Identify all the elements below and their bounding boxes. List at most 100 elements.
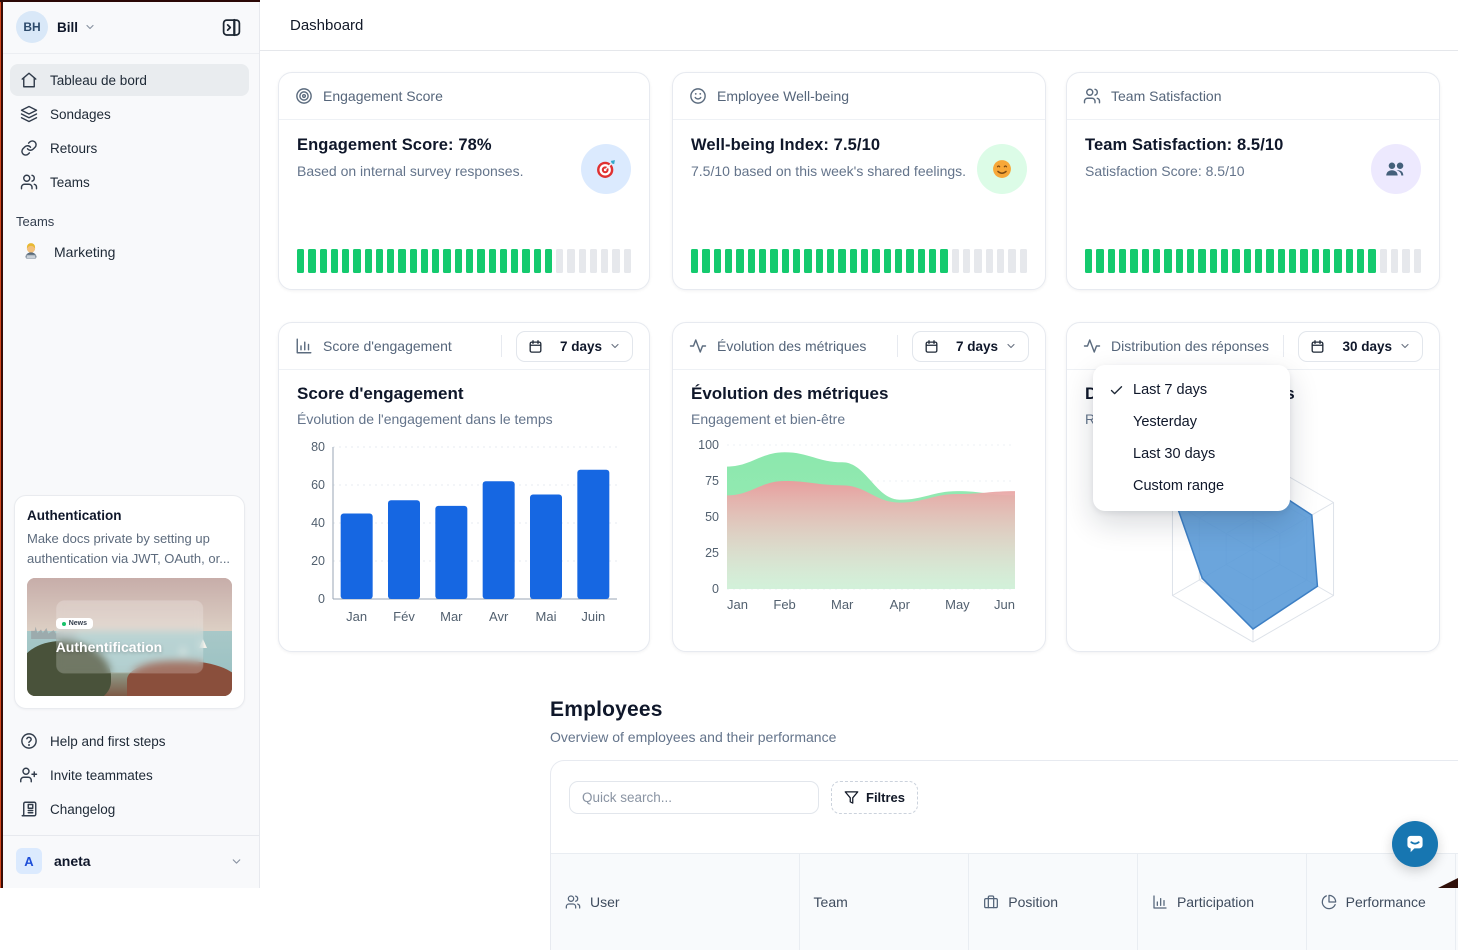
topbar: Dashboard <box>260 0 1458 51</box>
team-label: Marketing <box>54 244 115 260</box>
sidebar-item-tableau-de-bord[interactable]: Tableau de bord <box>10 64 249 96</box>
menu-item-label: Yesterday <box>1133 414 1197 430</box>
svg-text:40: 40 <box>311 516 325 530</box>
filter-icon <box>844 790 859 805</box>
link-icon <box>20 139 38 157</box>
svg-text:80: 80 <box>311 440 325 454</box>
employees-table-card: Filtres User Team Position Participation Per… <box>550 760 1458 950</box>
date-range-menu: Last 7 days Yesterday Last 30 days Custom r… <box>1093 365 1290 511</box>
account-name: aneta <box>54 853 91 869</box>
menu-item-custom-range[interactable]: Custom range <box>1093 470 1290 502</box>
sidebar-item-sondages[interactable]: Sondages <box>10 98 249 130</box>
progress-bar <box>691 249 1027 273</box>
column-label: Participation <box>1177 894 1254 910</box>
progress-bar <box>1085 249 1421 273</box>
chat-bubble-icon <box>1402 831 1428 857</box>
stat-card-header: Team Satisfaction <box>1111 88 1222 104</box>
menu-item-label: Last 30 days <box>1133 446 1215 462</box>
column-label: Team <box>814 894 848 910</box>
sidebar: BH Bill Tableau de bord Sondages Retours Te… <box>0 0 260 888</box>
svg-text:20: 20 <box>311 554 325 568</box>
menu-item-label: Last 7 days <box>1133 382 1207 398</box>
date-range-button[interactable]: 7 days <box>912 331 1029 362</box>
promo-card-authentication[interactable]: Authentication Make docs private by sett… <box>14 495 245 709</box>
svg-text:Mar: Mar <box>831 597 854 612</box>
promo-body: Make docs private by setting up authenti… <box>27 529 232 568</box>
table-header-row: User Team Position Participation Performance… <box>551 853 1458 950</box>
filters-button[interactable]: Filtres <box>831 781 918 814</box>
sidebar-item-teams[interactable]: Teams <box>10 166 249 198</box>
column-header-team[interactable]: Team <box>799 854 969 950</box>
pie-chart-icon <box>1321 894 1337 910</box>
svg-text:Mai: Mai <box>536 609 557 624</box>
activity-icon <box>689 337 707 355</box>
menu-item-last-30-days[interactable]: Last 30 days <box>1093 438 1290 470</box>
sidebar-item-retours[interactable]: Retours <box>10 132 249 164</box>
collapse-sidebar-button[interactable] <box>217 13 245 41</box>
news-badge: News <box>56 618 93 629</box>
svg-text:Jan: Jan <box>346 609 367 624</box>
menu-item-yesterday[interactable]: Yesterday <box>1093 406 1290 438</box>
menu-item-last-7-days[interactable]: Last 7 days <box>1093 374 1290 406</box>
chat-launcher-button[interactable] <box>1392 821 1438 867</box>
chart-title: Score d'engagement <box>297 384 631 404</box>
svg-text:Mar: Mar <box>440 609 463 624</box>
employees-subtitle: Overview of employees and their performa… <box>550 729 836 745</box>
svg-text:25: 25 <box>705 546 719 560</box>
calendar-icon <box>1310 339 1325 354</box>
sidebar-nav: Tableau de bord Sondages Retours Teams <box>0 54 259 200</box>
sidebar-item-invite-teammates[interactable]: Invite teammates <box>10 759 249 791</box>
promo-image-caption: Authentification <box>56 639 163 655</box>
svg-text:0: 0 <box>318 592 325 606</box>
column-label: User <box>590 894 620 910</box>
svg-text:Fév: Fév <box>393 609 415 624</box>
menu-item-label: Custom range <box>1133 478 1224 494</box>
svg-text:Avr: Avr <box>489 609 509 624</box>
calendar-icon <box>924 339 939 354</box>
svg-text:Jan: Jan <box>727 597 748 612</box>
users-icon <box>1083 87 1101 105</box>
sidebar-item-label: Tableau de bord <box>50 73 147 88</box>
chart-subtitle: Évolution de l'engagement dans le temps <box>297 411 631 427</box>
date-range-label: 7 days <box>956 339 998 354</box>
column-header-user[interactable]: User <box>551 854 799 950</box>
column-label: Performance <box>1346 894 1426 910</box>
chart-title: Évolution des métriques <box>691 384 1027 404</box>
date-range-button[interactable]: 7 days <box>516 331 633 362</box>
stat-title: Well-being Index: 7.5/10 <box>691 136 1027 155</box>
stat-card-2: Employee Well-being Well-being Index: 7.5… <box>672 72 1046 290</box>
svg-text:0: 0 <box>712 582 719 596</box>
users-icon <box>565 894 581 910</box>
column-header-participation[interactable]: Participation <box>1137 854 1306 950</box>
busts-badge <box>1371 144 1421 194</box>
layers-icon <box>20 105 38 123</box>
sidebar-item-help-and-first-steps[interactable]: Help and first steps <box>10 725 249 757</box>
sidebar-item-changelog[interactable]: Changelog <box>10 793 249 825</box>
svg-text:Jun: Jun <box>994 597 1015 612</box>
progress-bar <box>297 249 631 273</box>
account-switcher[interactable]: A aneta <box>0 835 259 888</box>
sidebar-team-marketing[interactable]: Marketing <box>0 235 259 269</box>
stat-card-header: Employee Well-being <box>717 88 849 104</box>
promo-image: News Authentification <box>27 578 232 696</box>
workspace-switcher[interactable]: BH Bill <box>0 0 259 54</box>
sidebar-item-label: Retours <box>50 141 97 156</box>
activity-icon <box>1083 337 1101 355</box>
workspace-avatar: BH <box>16 11 48 43</box>
column-header-performance[interactable]: Performance <box>1306 854 1456 950</box>
smile-icon <box>689 87 707 105</box>
column-header-position[interactable]: Position <box>968 854 1137 950</box>
date-range-button[interactable]: 30 days <box>1298 331 1423 362</box>
svg-text:May: May <box>945 597 970 612</box>
chevron-down-icon <box>1399 340 1411 352</box>
sidebar-item-label: Help and first steps <box>50 734 166 749</box>
column-label: Position <box>1008 894 1058 910</box>
svg-text:60: 60 <box>311 478 325 492</box>
search-input[interactable] <box>569 781 819 814</box>
date-range-label: 30 days <box>1342 339 1392 354</box>
account-avatar: A <box>16 848 42 874</box>
